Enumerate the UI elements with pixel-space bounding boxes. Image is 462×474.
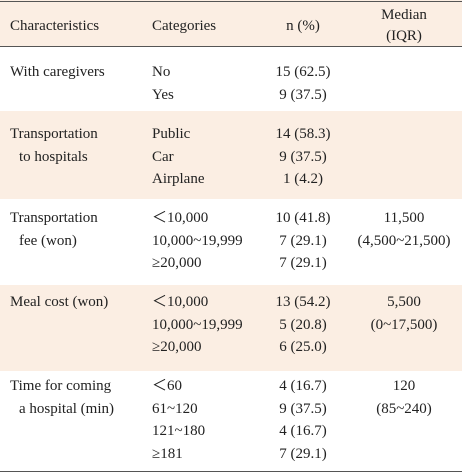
n-percent: 13 (54.2) (275, 294, 331, 310)
group-band (0, 285, 462, 371)
n-percent: 4 (16.7) (279, 378, 327, 394)
n-percent: 1 (4.2) (283, 171, 323, 188)
header-band (0, 0, 462, 46)
category: ≥20,000 (152, 339, 202, 356)
category: 10,000~19,999 (152, 316, 243, 333)
characteristic: Transportation (10, 126, 98, 142)
category: ＜10,000 (152, 294, 209, 310)
n-percent: 5 (20.8) (279, 316, 327, 333)
n-percent: 7 (29.1) (279, 232, 327, 249)
n-percent: 10 (41.8) (275, 210, 331, 226)
median: 11,500 (383, 210, 425, 226)
n-percent: 14 (58.3) (275, 126, 331, 142)
n-percent: 9 (37.5) (279, 400, 327, 417)
median: 120 (392, 378, 416, 394)
category: Public (152, 126, 191, 142)
header-cell: n (%) (286, 18, 320, 34)
characteristic: to hospitals (19, 148, 88, 165)
median: (0~17,500) (370, 316, 438, 333)
median: (4,500~21,500) (357, 232, 451, 249)
characteristic: fee (won) (19, 232, 77, 249)
n-percent: 15 (62.5) (275, 64, 331, 80)
category: ＜60 (152, 378, 183, 394)
median: (85~240) (376, 400, 432, 417)
header-cell: (IQR) (386, 28, 422, 44)
group-band (0, 111, 462, 199)
category: 10,000~19,999 (152, 232, 243, 249)
characteristic: With caregivers (10, 64, 105, 80)
header-cell: Categories (152, 18, 217, 34)
top-rule (0, 1, 462, 2)
n-percent: 7 (29.1) (279, 446, 327, 463)
category: 121~180 (152, 423, 206, 440)
n-percent: 9 (37.5) (279, 148, 327, 165)
n-percent: 9 (37.5) (279, 86, 327, 103)
characteristic: a hospital (min) (19, 400, 114, 417)
characteristic: Meal cost (won) (10, 294, 109, 310)
category: Car (152, 148, 174, 165)
bottom-rule (0, 471, 462, 472)
category: 61~120 (152, 400, 198, 417)
characteristic: Time for coming (10, 378, 112, 394)
header-rule (0, 46, 462, 47)
n-percent: 4 (16.7) (279, 423, 327, 440)
n-percent: 6 (25.0) (279, 339, 327, 356)
category: ≥20,000 (152, 255, 202, 272)
category: Yes (152, 86, 174, 103)
n-percent: 7 (29.1) (279, 255, 327, 272)
header-cell: Median (381, 7, 427, 23)
category: ≥181 (152, 446, 183, 463)
category: Airplane (152, 171, 205, 188)
category: No (152, 64, 171, 80)
category: ＜10,000 (152, 210, 209, 226)
median: 5,500 (387, 294, 421, 310)
characteristic: Transportation (10, 210, 98, 226)
header-cell: Characteristics (10, 18, 100, 34)
